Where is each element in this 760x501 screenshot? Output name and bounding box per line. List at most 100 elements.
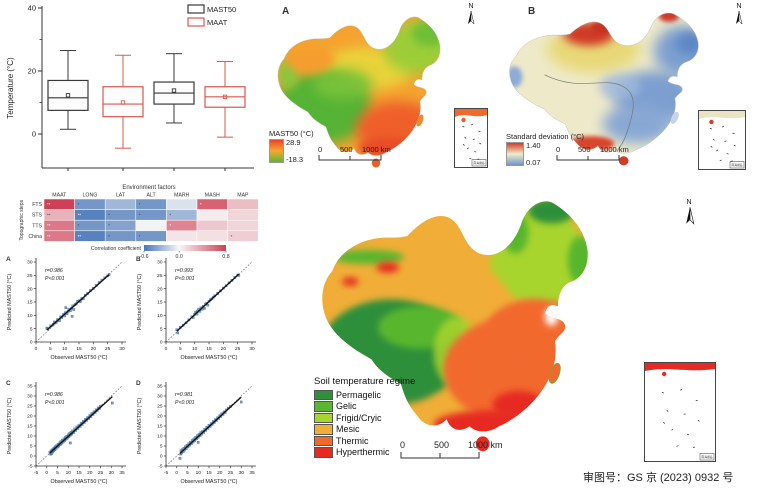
inset-frame xyxy=(698,110,746,170)
map-region xyxy=(286,47,334,73)
data-point xyxy=(178,457,182,460)
y-tick-label: 5 xyxy=(30,444,33,450)
data-point xyxy=(50,452,53,455)
inset-island xyxy=(471,123,474,126)
panel-letter: A xyxy=(6,256,11,263)
y-axis-title: Predicted MAST50 (°C) xyxy=(7,398,13,455)
inset-island xyxy=(716,149,719,152)
regime-legend-row: Permagelic xyxy=(314,389,415,401)
x-tick-label: -5 xyxy=(34,470,39,476)
y-tick-label: 15 xyxy=(27,424,33,430)
significance-marker: * xyxy=(139,234,141,239)
y-tick-label: 20 xyxy=(157,286,163,292)
x-tick-label: 25 xyxy=(228,470,234,476)
map-region xyxy=(563,22,615,46)
significance-marker: * xyxy=(231,234,233,239)
map-region xyxy=(492,390,545,420)
map-region xyxy=(335,226,369,239)
box xyxy=(47,79,89,111)
map-b-legend: Standard deviation (°C) 1.40 0.07 xyxy=(506,132,584,166)
inset-island xyxy=(462,144,465,146)
scale-bar-line xyxy=(318,155,382,161)
gradient-swatch xyxy=(269,139,284,163)
heatmap-cell xyxy=(227,219,259,232)
inset-island xyxy=(695,399,698,402)
significance-marker: ** xyxy=(78,234,82,239)
row-header: TTS xyxy=(32,223,42,229)
taiwan-island xyxy=(548,362,561,384)
inset-island xyxy=(466,147,469,150)
y-tick-label: 5 xyxy=(160,326,163,332)
inset-island xyxy=(666,410,669,412)
regime-legend: Soil temperature regime Permagelic Gelic F… xyxy=(314,376,415,458)
inset-frame xyxy=(644,362,716,462)
x-tick-label: 20 xyxy=(217,470,223,476)
scatter-panel-c: C -5-5 0 0 5 5 10 10 15 15 20 20 25 25 30 30 35 35 Observe… xyxy=(6,380,126,485)
inset-island xyxy=(712,138,715,141)
inset-island xyxy=(710,146,713,148)
significance-marker: ** xyxy=(47,213,51,218)
fit-line xyxy=(176,273,240,332)
x-tick-label: 0 xyxy=(35,346,38,352)
x-tick-label: 5 xyxy=(49,346,52,352)
map-region xyxy=(313,69,373,100)
regime-label: Thermic xyxy=(336,435,369,446)
p-value: P<0.001 xyxy=(45,400,65,406)
x-tick-label: 30 xyxy=(249,346,255,352)
regime-swatch xyxy=(314,435,333,446)
significance-marker: * xyxy=(169,223,171,228)
y-tick-label: 0 xyxy=(32,130,36,139)
x-tick-label: 25 xyxy=(105,346,111,352)
fit-line xyxy=(179,396,242,454)
x-tick-label: 15 xyxy=(206,346,212,352)
inset-island xyxy=(469,157,472,160)
x-tick-label: 5 xyxy=(186,470,189,476)
inset-island xyxy=(687,434,690,436)
scale-0: 0 xyxy=(318,145,323,154)
heatmap-cell xyxy=(227,209,259,221)
north-label: N xyxy=(736,3,742,10)
regime-swatch xyxy=(314,389,333,400)
inset-hainan xyxy=(461,117,466,123)
regime-legend-row: Gelic xyxy=(314,401,415,413)
x-tick-label: 15 xyxy=(76,346,82,352)
significance-marker: ** xyxy=(47,234,51,239)
map-region xyxy=(376,262,400,273)
regime-swatch xyxy=(314,412,333,423)
regime-legend-row: Hyperthermic xyxy=(314,447,415,459)
significance-marker: * xyxy=(108,223,110,228)
scatter-panel-a: A 00 5 5 10 10 15 15 20 20 25 25 30 30 Observed MAST50… xyxy=(6,256,126,361)
scale-0: 0 xyxy=(400,440,406,450)
inset-island xyxy=(478,130,481,132)
legend-label: MAAT xyxy=(207,18,228,27)
north-arrow-icon xyxy=(686,207,695,225)
south-china-sea-inset: 南海诸岛 xyxy=(644,362,716,462)
inset-island xyxy=(692,446,696,448)
inset-label: 南海诸岛 xyxy=(701,455,712,459)
heatmap-title: Environment factors xyxy=(122,185,175,191)
bohai-sea xyxy=(544,308,558,326)
south-china-sea-inset: 南海诸岛 xyxy=(698,110,746,170)
x-tick-label: 20 xyxy=(221,346,227,352)
boxplot-chart: 0 20 40 Temperature (°C) MAST50 MAAT xyxy=(6,4,254,171)
map-mast50: A N MAST50 (°C) 28.9 -18.3 0 500 1000 km… xyxy=(266,0,490,186)
inset-island xyxy=(474,151,477,153)
legend-title: Soil temperature regime xyxy=(314,376,416,387)
legend-label: MAST50 xyxy=(207,5,236,14)
y-tick-label: 25 xyxy=(157,404,163,410)
regime-swatch xyxy=(314,424,333,435)
significance-marker: * xyxy=(108,234,110,239)
inset-island xyxy=(680,389,683,391)
inset-coast xyxy=(455,109,487,117)
x-tick-label: 25 xyxy=(98,470,104,476)
inset-island xyxy=(479,142,482,145)
regime-label: Mesic xyxy=(336,424,360,435)
inset-island xyxy=(732,132,735,134)
x-tick-label: 0 xyxy=(45,470,48,476)
mean-marker xyxy=(120,100,126,105)
regime-legend-row: Mesic xyxy=(314,424,415,436)
heatmap-cell xyxy=(196,230,228,242)
scale-bar: 0 500 1000 km xyxy=(400,440,510,461)
colorbar-tick-label: -0.6 xyxy=(140,254,149,259)
significance-marker: * xyxy=(108,213,110,218)
